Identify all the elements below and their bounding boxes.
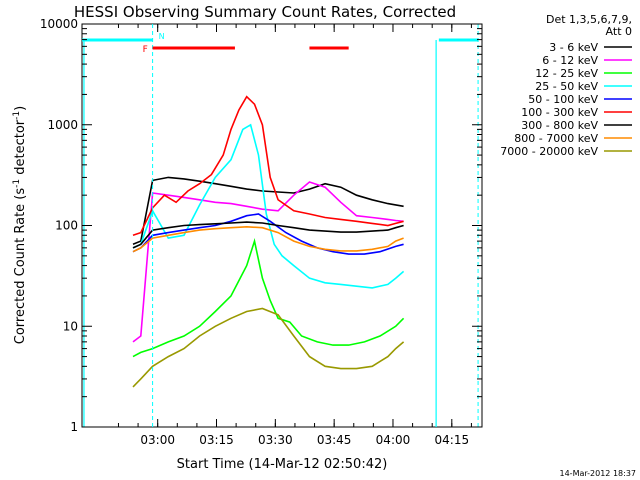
y-tick-label-0: 1	[70, 420, 78, 434]
series-line-4	[132, 213, 404, 255]
legend-header-2: Att 0	[606, 25, 632, 38]
legend-header-1: Det 1,3,5,6,7,9,	[546, 13, 632, 26]
y-tick-label-1: 10	[63, 319, 78, 333]
y-tick-label-3: 1000	[47, 118, 78, 132]
legend-item-label-6: 300 - 800 keV	[521, 119, 598, 132]
x-tick-label-3: 03:45	[317, 433, 352, 447]
legend-item-label-2: 12 - 25 keV	[535, 67, 598, 80]
series-layer	[132, 95, 405, 388]
series-line-6	[132, 221, 404, 249]
night-label: N	[159, 32, 165, 41]
y-axis-label: Corrected Count Rate (s-1 detector-1)	[12, 106, 28, 344]
legend-item-label-4: 50 - 100 keV	[528, 93, 598, 106]
x-tick-label-0: 03:00	[140, 433, 175, 447]
legend-item-label-7: 800 - 7000 keV	[514, 132, 598, 145]
y-tick-label-4: 10000	[40, 17, 78, 31]
series-line-8	[132, 307, 405, 388]
legend-item-label-1: 6 - 12 keV	[542, 54, 598, 67]
x-axis-label: Start Time (14-Mar-12 02:50:42)	[177, 457, 388, 472]
x-tick-label-5: 04:15	[435, 433, 470, 447]
marker-layer: NF	[82, 24, 479, 427]
series-line-2	[132, 237, 405, 358]
x-tick-label-4: 04:00	[376, 433, 411, 447]
series-line-1	[132, 181, 404, 343]
series-line-0	[132, 176, 404, 246]
x-tick-label-1: 03:15	[199, 433, 234, 447]
x-tick-label-2: 03:30	[258, 433, 293, 447]
chart-title: HESSI Observing Summary Count Rates, Cor…	[74, 3, 456, 21]
series-line-7	[132, 225, 404, 253]
legend-item-label-3: 25 - 50 keV	[535, 80, 598, 93]
legend-item-label-0: 3 - 6 keV	[549, 41, 598, 54]
attenuator-label-0: F	[143, 45, 148, 55]
timestamp: 14-Mar-2012 18:37	[560, 469, 637, 478]
series-line-5	[132, 95, 404, 237]
series-line-3	[132, 123, 405, 289]
axis-layer: 03:00 03:15 03:30 03:45 04:00 04:15 1 10 100 1000…	[40, 17, 482, 447]
legend-item-label-8: 7000 - 20000 keV	[500, 145, 598, 158]
legend-item-label-5: 100 - 300 keV	[521, 106, 598, 119]
y-tick-label-2: 100	[55, 219, 78, 233]
